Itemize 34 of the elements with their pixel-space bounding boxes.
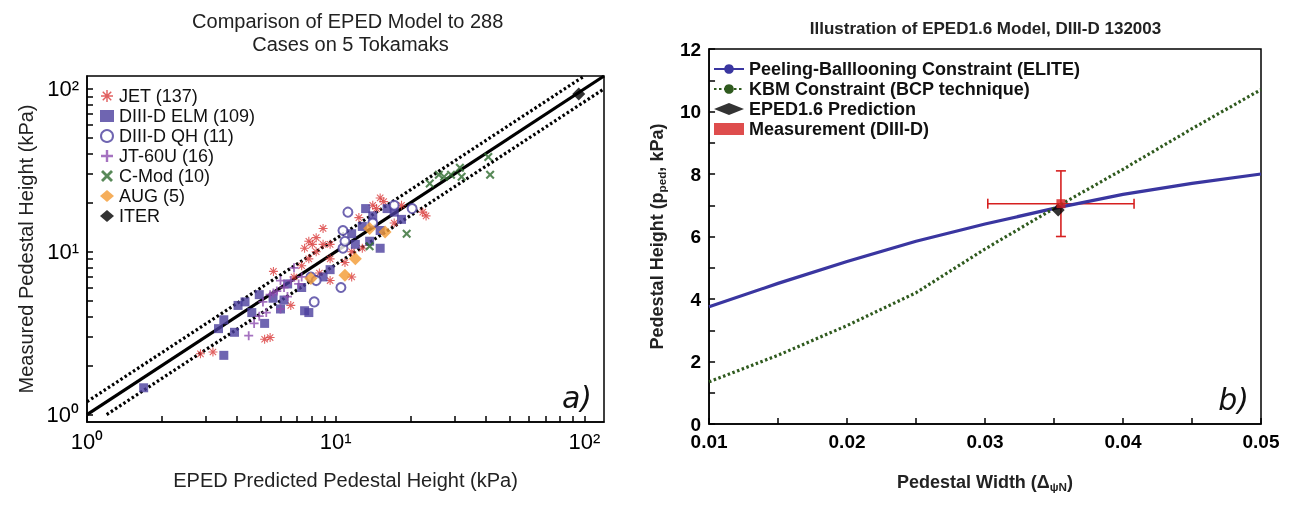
legend-label: JET (137) (119, 86, 198, 106)
chart-title: Comparison of EPED Model to 288 Cases on 5 Tokamaks (192, 9, 509, 55)
y-axis-title: Pedestal Height (pped, kPa) (647, 123, 668, 350)
legend-label: Measurement (DIII-D) (749, 119, 930, 139)
y-tick-label: 10¹ (47, 239, 79, 265)
y-tick-label: 10 (679, 101, 702, 122)
x-tick-label: 0.02 (828, 431, 866, 452)
legend-label: Peeling-Balllooning Constraint (ELITE) (749, 59, 1080, 79)
x-tick-label: 10⁰ (70, 428, 104, 454)
legend-label: C-Mod (10) (119, 166, 211, 186)
x-tick-label: 0.03 (966, 431, 1004, 452)
legend-label: DIII-D ELM (109) (119, 106, 256, 126)
annotation: a) (561, 379, 593, 415)
legend-label: ITER (119, 206, 161, 226)
y-tick-label: 10² (47, 76, 79, 102)
x-axis-title: EPED Predicted Pedestal Height (kPa) (173, 469, 518, 491)
x-tick-label: 0.04 (1104, 431, 1142, 452)
y-tick-label: 6 (690, 226, 702, 247)
y-axis-title: Measured Pedestal Height (kPa) (14, 104, 37, 394)
y-tick-label: 8 (690, 163, 702, 185)
legend-label: DIII-D QH (11) (119, 126, 234, 146)
legend-label: KBM Constraint (BCP technique) (749, 79, 1030, 99)
x-tick-label: 10¹ (319, 428, 352, 454)
y-tick-label: 4 (690, 288, 702, 310)
legend-label: JT-60U (16) (119, 146, 215, 166)
legend-label: AUG (5) (119, 186, 186, 206)
y-tick-label: 12 (679, 38, 702, 60)
x-tick-label: 0.05 (1242, 431, 1280, 452)
chart-title: Illustration of EPED1.6 Model, DIII-D 132003 (809, 19, 1162, 39)
legend-label: EPED1.6 Prediction (749, 99, 917, 119)
annotation: b) (1218, 381, 1249, 417)
x-tick-label: 10² (568, 428, 601, 454)
y-tick-label: 2 (690, 351, 702, 372)
y-tick-label: 10⁰ (46, 402, 79, 428)
